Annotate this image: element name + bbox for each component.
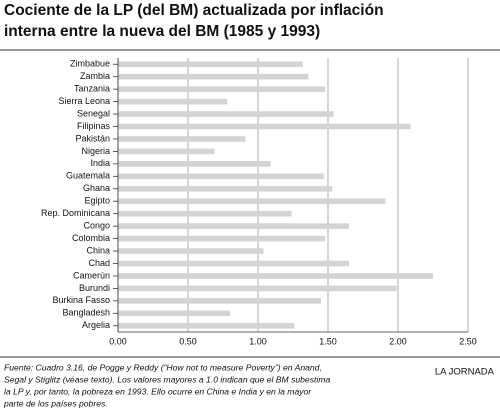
bar xyxy=(118,235,326,242)
source-note: Fuente: Cuadro 3.16, de Pogge y Reddy (“… xyxy=(4,362,322,372)
bar xyxy=(118,136,246,142)
bar xyxy=(118,285,397,292)
bar xyxy=(118,273,433,279)
x-tick-label: 1.00 xyxy=(249,336,267,346)
bar xyxy=(118,185,333,192)
y-tick-label: Egipto xyxy=(84,196,110,206)
x-tick-label: 0.50 xyxy=(179,336,197,346)
y-tick-label: Rep. Dominicana xyxy=(41,208,110,218)
bar xyxy=(118,248,264,254)
x-tick-label: 0.00 xyxy=(109,336,127,346)
source-note: la LP y, por tanto, la pobreza en 1993. … xyxy=(4,386,312,396)
y-tick-label: Tanzania xyxy=(74,84,110,94)
source-note: parte de los países pobres. xyxy=(3,398,108,408)
bar xyxy=(118,173,324,180)
y-tick-label: Congo xyxy=(83,221,110,231)
y-tick-label: Camerún xyxy=(73,270,110,280)
bar xyxy=(118,298,321,304)
x-tick-label: 1.50 xyxy=(319,336,337,346)
y-tick-label: Burundi xyxy=(79,283,110,293)
bar xyxy=(118,111,334,117)
y-tick-label: Ghana xyxy=(83,183,110,193)
bar xyxy=(118,322,295,329)
x-tick-label: 2.00 xyxy=(389,336,407,346)
y-tick-label: Nigeria xyxy=(81,146,110,156)
bar xyxy=(118,260,349,267)
bar xyxy=(118,198,386,205)
bar xyxy=(118,310,230,317)
y-tick-label: Sierra Leona xyxy=(58,96,110,106)
bar xyxy=(118,123,411,130)
y-tick-label: Guatemala xyxy=(66,171,110,181)
y-tick-label: Filipinas xyxy=(77,121,111,131)
y-tick-label: Zambia xyxy=(80,71,110,81)
y-tick-label: Senegal xyxy=(77,108,110,118)
chart-title: interna entre la nueva del BM (1985 y 19… xyxy=(4,23,320,40)
y-tick-label: Chad xyxy=(88,258,110,268)
x-tick-label: 2.50 xyxy=(459,336,477,346)
bar xyxy=(118,98,228,105)
credit: LA JORNADA xyxy=(435,367,495,378)
source-note: Segal y Stiglitz (véase texto). Los valo… xyxy=(4,374,330,384)
y-tick-label: Colombia xyxy=(72,233,110,243)
chart-title: Cociente de la LP (del BM) actualizada p… xyxy=(4,2,384,19)
y-tick-label: China xyxy=(86,245,110,255)
y-tick-label: Pakistán xyxy=(75,133,110,143)
y-tick-label: Zimbabue xyxy=(70,59,110,69)
bar xyxy=(118,223,349,229)
y-tick-label: Burkina Fasso xyxy=(52,295,110,305)
y-tick-label: India xyxy=(90,158,110,168)
bar xyxy=(118,73,309,80)
bar xyxy=(118,86,326,92)
bar xyxy=(118,161,271,167)
bar xyxy=(118,61,303,68)
y-tick-label: Argelia xyxy=(82,320,110,330)
y-tick-label: Bangladesh xyxy=(62,308,110,318)
bar xyxy=(118,210,292,217)
bar xyxy=(118,148,215,155)
